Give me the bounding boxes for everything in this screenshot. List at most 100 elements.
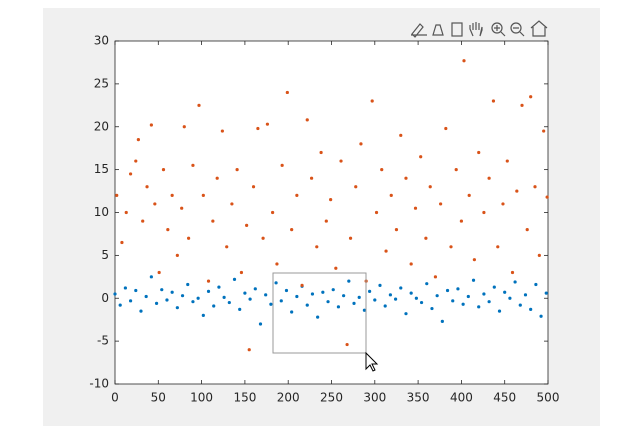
point <box>368 289 372 293</box>
point <box>144 294 148 299</box>
x-tick-label: 500 <box>537 391 560 405</box>
point <box>370 99 374 103</box>
point <box>440 319 444 324</box>
point <box>206 289 211 293</box>
point <box>359 142 363 146</box>
x-tick-label: 100 <box>190 391 213 405</box>
point <box>394 228 399 232</box>
point <box>430 306 434 311</box>
point <box>157 270 161 275</box>
point <box>324 219 328 223</box>
point <box>222 295 226 299</box>
point <box>435 294 439 298</box>
point <box>309 176 314 180</box>
point <box>413 206 418 210</box>
point <box>520 103 524 107</box>
x-tick-label: 250 <box>320 391 343 405</box>
point <box>264 293 268 297</box>
point <box>439 202 443 206</box>
pan-button[interactable] <box>469 22 483 37</box>
x-tick-label: 450 <box>493 391 516 405</box>
point <box>419 300 424 305</box>
point <box>120 240 124 245</box>
point <box>393 297 398 301</box>
point <box>232 277 237 281</box>
x-tick-label: 0 <box>111 391 119 405</box>
point <box>482 210 486 215</box>
point <box>196 296 200 300</box>
point <box>161 168 166 172</box>
mouse-cursor <box>365 351 379 372</box>
point <box>160 288 164 292</box>
point <box>336 305 341 309</box>
point <box>347 279 351 283</box>
point <box>201 193 205 197</box>
point <box>462 59 466 63</box>
point <box>139 309 143 313</box>
point <box>525 228 529 232</box>
y-tick-label: 20 <box>94 119 109 133</box>
point <box>471 278 476 282</box>
point <box>419 155 423 159</box>
point <box>165 298 169 302</box>
point <box>145 185 149 189</box>
y-tick-label: 10 <box>94 205 109 219</box>
point <box>141 219 145 223</box>
x-tick-label: 150 <box>233 391 256 405</box>
home-button[interactable] <box>530 20 548 37</box>
point <box>300 283 304 287</box>
point <box>510 270 515 275</box>
point <box>472 258 476 262</box>
y-tick-label: 15 <box>94 162 109 176</box>
point <box>315 245 319 249</box>
point <box>348 236 353 240</box>
x-tick-label: 200 <box>277 391 300 405</box>
point <box>497 309 502 313</box>
toolbar <box>411 20 548 38</box>
point <box>539 314 543 318</box>
point <box>186 282 190 287</box>
y-tick-label: -5 <box>97 334 109 348</box>
point <box>537 253 541 257</box>
point <box>256 126 260 131</box>
point <box>373 298 377 302</box>
brush-button[interactable] <box>432 24 444 36</box>
zoom-out-button[interactable] <box>510 22 525 37</box>
point <box>170 290 174 294</box>
point <box>459 219 463 223</box>
point <box>404 312 408 316</box>
point <box>134 159 138 163</box>
point <box>180 294 185 298</box>
point <box>258 322 263 326</box>
point <box>477 305 481 309</box>
point <box>505 159 509 163</box>
point <box>334 266 338 270</box>
point <box>118 303 122 307</box>
point <box>534 282 538 287</box>
y-tick-label: -10 <box>89 377 109 391</box>
point <box>305 118 309 122</box>
point <box>175 253 179 257</box>
point <box>239 270 244 275</box>
point <box>399 133 403 137</box>
insert-legend-button[interactable] <box>451 22 463 37</box>
point <box>166 228 170 232</box>
zoom-in-button[interactable] <box>491 22 506 37</box>
point <box>380 168 384 172</box>
x-tick-label: 50 <box>151 391 166 405</box>
x-tick-label: 300 <box>363 391 386 405</box>
plot-area <box>113 59 549 352</box>
point <box>212 304 216 308</box>
point <box>523 293 528 297</box>
point <box>414 296 418 300</box>
point <box>191 163 195 167</box>
point <box>206 279 211 283</box>
edit-plot-button[interactable] <box>411 23 427 38</box>
x-tick-label: 400 <box>450 391 473 405</box>
point <box>345 342 349 347</box>
point <box>352 301 356 305</box>
point <box>454 168 458 172</box>
point <box>128 172 133 176</box>
point <box>113 292 117 296</box>
point <box>388 293 392 297</box>
